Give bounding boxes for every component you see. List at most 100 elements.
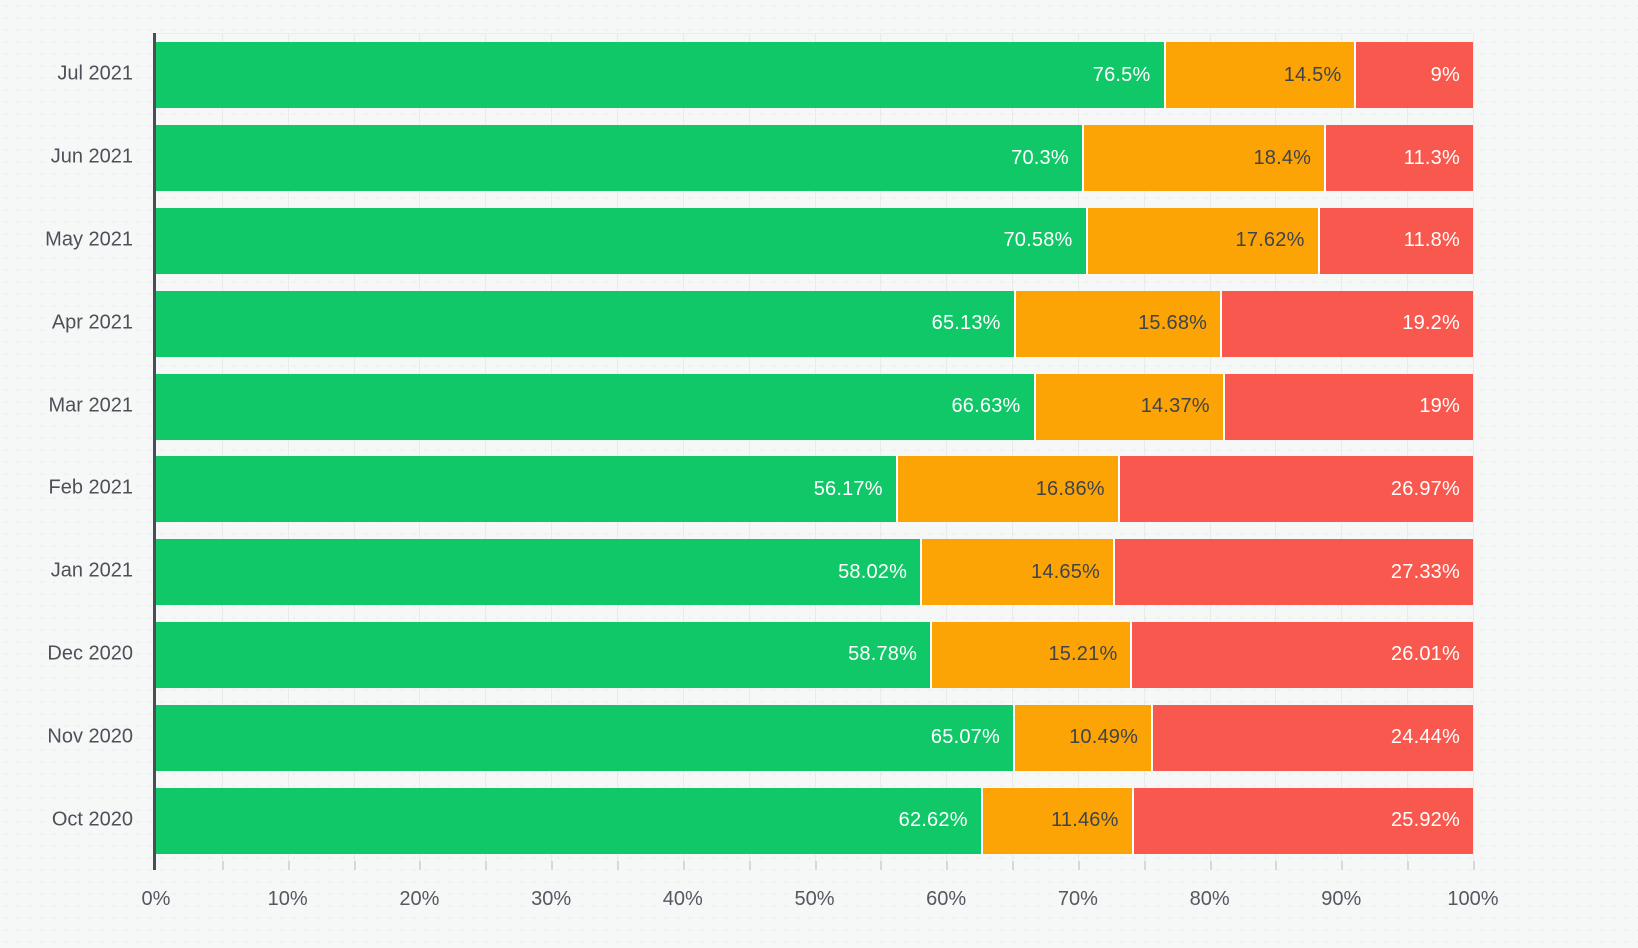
bar-row: 65.07% 10.49% 24.44% [156, 696, 1473, 779]
y-axis-label: Oct 2020 [51, 808, 133, 831]
y-axis-label: Apr 2021 [51, 311, 133, 334]
gridline [748, 34, 750, 862]
x-axis-tick-label: 50% [794, 888, 835, 910]
bar-row: 66.63% 14.37% 19% [156, 365, 1473, 448]
bar-value-label: 19% [1419, 395, 1460, 418]
bar-value-label: 19.2% [1402, 312, 1460, 335]
bar-value-label: 65.07% [930, 726, 1000, 749]
x-axis-tick [1077, 861, 1080, 870]
bar-value-label: 26.97% [1390, 477, 1460, 500]
x-axis-tick [353, 861, 356, 870]
bar-segment-red[interactable]: 11.3% [1324, 125, 1473, 192]
x-axis-tick [485, 861, 488, 870]
bar-value-label: 56.17% [813, 477, 883, 500]
bar-segment-orange[interactable]: 14.5% [1163, 42, 1355, 109]
gridline [1407, 34, 1409, 862]
bar-segment-red[interactable]: 11.8% [1317, 207, 1473, 274]
stacked-bar-jan-2021: 58.02% 14.65% 27.33% [156, 539, 1473, 606]
bar-segment-green[interactable]: 76.5% [156, 42, 1164, 109]
bar-row: 56.17% 16.86% 26.97% [156, 448, 1473, 531]
bar-value-label: 11.3% [1403, 146, 1460, 169]
bar-segment-green[interactable]: 56.17% [156, 456, 896, 523]
bar-segment-red[interactable]: 26.97% [1117, 456, 1473, 523]
y-axis-line [153, 33, 156, 870]
bar-value-label: 14.37% [1140, 395, 1210, 418]
bar-value-label: 70.58% [1003, 229, 1073, 252]
bar-value-label: 62.62% [898, 809, 968, 832]
bar-segment-green[interactable]: 65.13% [156, 290, 1014, 357]
bar-segment-red[interactable]: 25.92% [1131, 787, 1473, 854]
bar-value-label: 9% [1430, 63, 1460, 86]
x-axis-tick [1275, 861, 1278, 870]
x-axis-tick [1143, 861, 1146, 870]
bar-value-label: 27.33% [1390, 560, 1460, 583]
bar-segment-orange[interactable]: 18.4% [1081, 125, 1325, 192]
plot-area: 76.5% 14.5% 9% 70.3% 18.4% 11.3% 70.58% 17.62% 1… [156, 33, 1474, 862]
bar-segment-orange[interactable]: 11.46% [980, 787, 1132, 854]
y-axis-label: Feb 2021 [48, 476, 133, 499]
x-axis-tick-label: 90% [1321, 888, 1362, 910]
bar-segment-red[interactable]: 26.01% [1130, 621, 1473, 688]
bar-value-label: 15.21% [1048, 643, 1118, 666]
x-axis-tick-label: 80% [1189, 888, 1230, 910]
x-axis-tick [1209, 861, 1212, 870]
bar-segment-red[interactable]: 9% [1354, 42, 1473, 109]
stacked-bar-jul-2021: 76.5% 14.5% 9% [156, 42, 1473, 109]
bar-segment-orange[interactable]: 15.68% [1013, 290, 1221, 357]
x-axis-tick [1407, 861, 1410, 870]
y-axis-label: Jan 2021 [50, 559, 133, 582]
y-axis-label: Nov 2020 [47, 725, 133, 748]
gridline [1473, 34, 1474, 862]
bar-value-label: 25.92% [1390, 809, 1460, 832]
x-axis-tick [814, 861, 817, 870]
bar-row: 62.62% 11.46% 25.92% [156, 779, 1473, 862]
gridline [1077, 34, 1079, 862]
gridline [485, 34, 487, 862]
bar-value-label: 26.01% [1390, 643, 1460, 666]
bar-segment-orange[interactable]: 17.62% [1085, 207, 1318, 274]
bar-segment-red[interactable]: 24.44% [1151, 704, 1473, 771]
bar-value-label: 11.8% [1403, 229, 1460, 252]
bar-segment-orange[interactable]: 14.37% [1033, 373, 1223, 440]
bar-segment-orange[interactable]: 10.49% [1012, 704, 1152, 771]
bar-segment-green[interactable]: 58.78% [156, 621, 931, 688]
bar-value-label: 18.4% [1253, 146, 1312, 169]
bar-segment-green[interactable]: 65.07% [156, 704, 1013, 771]
bar-segment-green[interactable]: 62.62% [156, 787, 981, 854]
y-axis-label: Jun 2021 [50, 145, 133, 168]
stacked-bar-mar-2021: 66.63% 14.37% 19% [156, 373, 1473, 440]
bar-row: 65.13% 15.68% 19.2% [156, 282, 1473, 365]
bar-value-label: 24.44% [1390, 726, 1460, 749]
stacked-bar-may-2021: 70.58% 17.62% 11.8% [156, 207, 1473, 274]
stacked-bar-dec-2020: 58.78% 15.21% 26.01% [156, 621, 1473, 688]
stacked-bar-feb-2021: 56.17% 16.86% 26.97% [156, 456, 1473, 523]
x-axis-tick [551, 861, 554, 870]
bar-value-label: 14.5% [1283, 63, 1342, 86]
stacked-bar-jun-2021: 70.3% 18.4% 11.3% [156, 125, 1473, 192]
bar-value-label: 66.63% [951, 395, 1021, 418]
bar-segment-red[interactable]: 19.2% [1220, 290, 1473, 357]
x-axis-tick [748, 861, 751, 870]
bar-segment-orange[interactable]: 14.65% [920, 539, 1114, 606]
x-axis-tick [1473, 861, 1475, 870]
y-axis-label: Jul 2021 [57, 62, 133, 85]
stacked-bar-nov-2020: 65.07% 10.49% 24.44% [156, 704, 1473, 771]
bar-segment-orange[interactable]: 16.86% [895, 456, 1118, 523]
bar-value-label: 16.86% [1035, 477, 1105, 500]
bar-segment-orange[interactable]: 15.21% [930, 621, 1131, 688]
gridline [221, 34, 223, 862]
stacked-bar-oct-2020: 62.62% 11.46% 25.92% [156, 787, 1473, 854]
bar-segment-green[interactable]: 70.3% [156, 125, 1082, 192]
bar-value-label: 17.62% [1235, 229, 1305, 252]
x-axis-tick-label: 10% [267, 888, 308, 910]
gridline [419, 34, 421, 862]
bar-segment-green[interactable]: 58.02% [156, 539, 921, 606]
gridline [353, 34, 355, 862]
bar-segment-green[interactable]: 66.63% [156, 373, 1034, 440]
bar-segment-red[interactable]: 19% [1222, 373, 1473, 440]
bar-segment-red[interactable]: 27.33% [1113, 539, 1473, 606]
gridline [1209, 34, 1211, 862]
bar-row: 76.5% 14.5% 9% [156, 34, 1473, 117]
bar-segment-green[interactable]: 70.58% [156, 207, 1086, 274]
